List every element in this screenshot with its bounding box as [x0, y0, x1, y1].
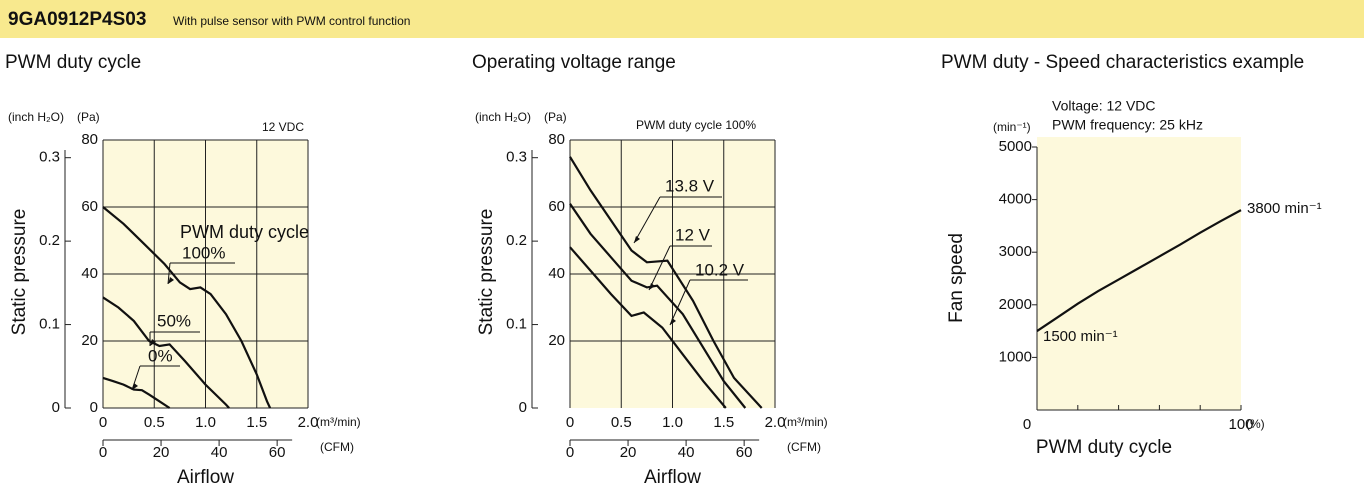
- series-line: [102, 206, 272, 409]
- series-label: 10.2 V: [695, 260, 745, 279]
- x2-tick-label: 60: [269, 444, 286, 461]
- y2-unit: (inch H₂O): [475, 110, 531, 124]
- x-tick-label: 1.0: [662, 414, 683, 431]
- annotation: 12 VDC: [262, 120, 304, 134]
- y-tick-label: 3000: [999, 243, 1032, 260]
- y-tick-label: 80: [81, 131, 98, 148]
- leader-arrow: [150, 339, 156, 346]
- x-axis-label: Airflow: [644, 467, 701, 488]
- label-leader: [669, 279, 691, 326]
- chart-title: Operating voltage range: [472, 52, 676, 73]
- x-tick-label: 1.5: [713, 414, 734, 431]
- series-line: [569, 246, 727, 409]
- label-leader: [167, 262, 171, 285]
- series-label: 100%: [182, 243, 225, 262]
- header-band: [0, 0, 1364, 38]
- series-label: 13.8 V: [665, 176, 715, 195]
- annotation: PWM duty cycle 100%: [636, 118, 756, 132]
- leader-arrow: [168, 277, 174, 284]
- x-axis-label: Airflow: [177, 467, 234, 488]
- y2-tick-label: 0.2: [39, 232, 60, 249]
- x2-unit: (CFM): [787, 440, 821, 454]
- x2-tick-label: 60: [736, 444, 753, 461]
- x2-tick-label: 20: [620, 444, 637, 461]
- y-tick-label: 4000: [999, 191, 1032, 208]
- y-axis-label: Fan speed: [946, 233, 967, 323]
- leader-arrow: [670, 318, 676, 325]
- leader-arrow: [634, 236, 640, 243]
- x-tick-label: 1.0: [195, 414, 216, 431]
- y-tick-label: 2000: [999, 296, 1032, 313]
- x-tick-label: 2.0: [298, 414, 319, 431]
- y-unit: (Pa): [77, 110, 100, 124]
- series-label: 0%: [148, 346, 173, 365]
- x-unit: (%): [1246, 417, 1265, 431]
- series-label: 50%: [157, 311, 191, 330]
- y-tick-label: 1000: [999, 348, 1032, 365]
- y2-tick-label: 0.3: [39, 149, 60, 166]
- chart-title: PWM duty cycle: [5, 52, 141, 73]
- series-line: [102, 296, 230, 409]
- series-line: [1036, 209, 1242, 333]
- y2-tick-label: 0.1: [39, 316, 60, 333]
- y-tick-label: 40: [81, 265, 98, 282]
- y2-tick-label: 0.1: [506, 316, 527, 333]
- x-tick-label: 0: [1023, 416, 1031, 433]
- y-axis-label: Static pressure: [9, 209, 30, 336]
- y2-tick-label: 0: [52, 399, 60, 416]
- y-unit: (Pa): [544, 110, 567, 124]
- label-leader: [633, 196, 661, 244]
- x2-tick-label: 20: [153, 444, 170, 461]
- x2-tick-label: 0: [566, 444, 574, 461]
- annotation: 3800 min⁻¹: [1247, 200, 1322, 217]
- annotation: PWM frequency: 25 kHz: [1052, 117, 1203, 133]
- series-line: [102, 376, 171, 409]
- chart-title: PWM duty - Speed characteristics example: [941, 52, 1304, 73]
- x2-tick-label: 0: [99, 444, 107, 461]
- y-tick-label: 60: [81, 198, 98, 215]
- x-unit: (m³/min): [316, 415, 361, 429]
- y-axis-label: Static pressure: [476, 209, 497, 336]
- y-tick-label: 80: [548, 131, 565, 148]
- x-tick-label: 100: [1228, 416, 1253, 433]
- x-tick-label: 0.5: [611, 414, 632, 431]
- y2-tick-label: 0: [519, 399, 527, 416]
- series-line: [569, 156, 763, 409]
- y-tick-label: 20: [548, 332, 565, 349]
- series-label: 12 V: [675, 225, 711, 244]
- annotation: PWM duty cycle: [180, 222, 309, 242]
- annotation: 1500 min⁻¹: [1043, 328, 1118, 345]
- label-leader: [648, 245, 671, 291]
- x2-tick-label: 40: [678, 444, 695, 461]
- y-tick-label: 20: [81, 332, 98, 349]
- y-tick-label: 40: [548, 265, 565, 282]
- leader-arrow: [132, 383, 138, 390]
- y2-tick-label: 0.2: [506, 232, 527, 249]
- leader-arrow: [649, 283, 655, 290]
- y2-unit: (inch H₂O): [8, 110, 64, 124]
- x-tick-label: 0: [99, 414, 107, 431]
- x-tick-label: 1.5: [246, 414, 267, 431]
- x-tick-label: 2.0: [765, 414, 786, 431]
- header-title: 9GA0912P4S03: [8, 9, 146, 30]
- annotation: Voltage: 12 VDC: [1052, 98, 1156, 114]
- x-unit: (m³/min): [783, 415, 828, 429]
- y-unit: (min⁻¹): [993, 120, 1031, 134]
- y-tick-label: 60: [548, 198, 565, 215]
- x-tick-label: 0: [566, 414, 574, 431]
- plot-area: [1037, 137, 1241, 410]
- y-tick-label: 0: [90, 399, 98, 416]
- x-axis-label: PWM duty cycle: [1036, 437, 1172, 458]
- y2-tick-label: 0.3: [506, 149, 527, 166]
- x2-unit: (CFM): [320, 440, 354, 454]
- y-tick-label: 5000: [999, 138, 1032, 155]
- x-tick-label: 0.5: [144, 414, 165, 431]
- x2-tick-label: 40: [211, 444, 228, 461]
- header-subtitle: With pulse sensor with PWM control funct…: [173, 14, 410, 28]
